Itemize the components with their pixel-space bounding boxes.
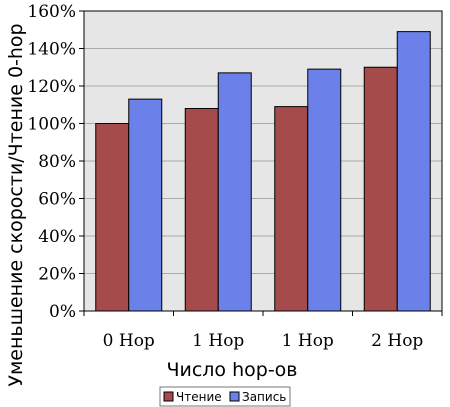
legend-swatch-read <box>163 391 174 402</box>
x-tick-label: 0 Hop <box>103 331 155 351</box>
bar-write <box>396 31 431 312</box>
x-tick-label: 1 Hop <box>192 331 244 351</box>
y-tick-label: 160% <box>27 2 76 22</box>
y-tick-label: 100% <box>27 115 76 135</box>
legend-swatch-write <box>229 391 240 402</box>
legend-label-write: Запись <box>242 390 286 404</box>
bar-read <box>274 106 309 312</box>
bar-write <box>128 98 163 312</box>
x-tick-label: 2 Hop <box>371 331 423 351</box>
bar-write <box>307 68 342 312</box>
legend-label-read: Чтение <box>176 390 222 404</box>
bar-read <box>184 108 219 312</box>
legend-box <box>159 386 291 407</box>
y-axis-label: Уменьшение скорости/Чтение 0-hop <box>5 23 27 386</box>
x-tick-label: 1 Hop <box>282 331 334 351</box>
y-tick-labels: 0% 20% 40% 60% 80% 100% 120% 140% 160% <box>27 2 76 322</box>
y-tick-label: 120% <box>27 77 76 97</box>
y-tick-label: 40% <box>38 227 76 247</box>
bar-write <box>217 72 252 312</box>
y-tick-label: 20% <box>38 265 76 285</box>
x-tick-labels: 0 Hop 1 Hop 1 Hop 2 Hop <box>103 331 424 351</box>
x-axis-label: Число hop-ов <box>166 359 297 381</box>
y-tick-label: 80% <box>38 152 76 172</box>
y-tick-label: 0% <box>49 302 76 322</box>
bar-read <box>363 66 398 312</box>
legend: Чтение Запись <box>159 386 291 407</box>
axes <box>79 10 443 316</box>
bar-read <box>95 123 130 312</box>
y-tick-label: 60% <box>38 190 76 210</box>
y-tick-label: 140% <box>27 40 76 60</box>
